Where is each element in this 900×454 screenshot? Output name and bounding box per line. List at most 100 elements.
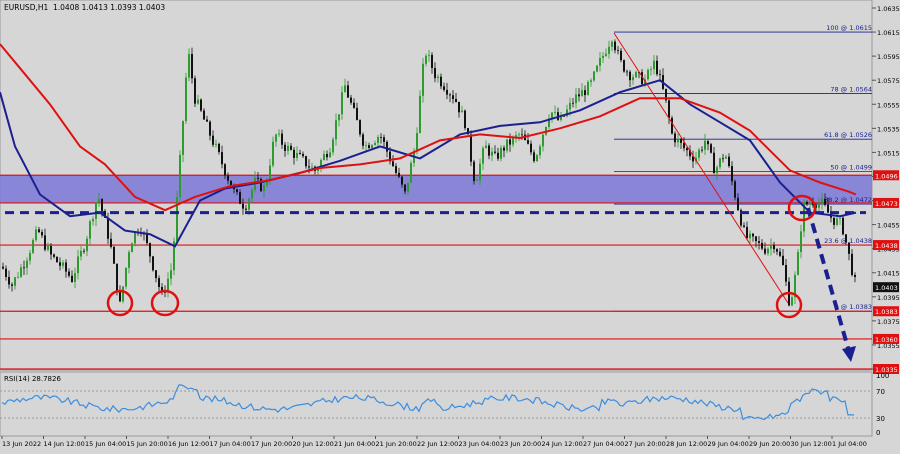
candle-body (797, 252, 799, 275)
price-tick-label: 1.0595 (877, 53, 900, 61)
time-tick-label: 14 Jun 12:00 (44, 440, 85, 448)
candle-body (278, 133, 280, 135)
candle-body (173, 241, 175, 271)
candle-body (845, 234, 847, 243)
trend-line[interactable] (613, 32, 789, 304)
candle-body (401, 176, 403, 185)
candle-body (266, 180, 268, 186)
candle-body (437, 76, 439, 79)
candle-body (761, 242, 763, 249)
candle-body (287, 145, 289, 151)
candle-body (419, 95, 421, 133)
ohlc-label: 1.0408 1.0413 1.0393 1.0403 (53, 3, 165, 12)
candle-body (377, 137, 379, 144)
resistance-zone (0, 175, 872, 203)
candle-body (731, 166, 733, 182)
candle-body (164, 291, 166, 293)
candle-body (569, 102, 571, 110)
candle-body (386, 141, 388, 152)
candle-body (77, 256, 79, 274)
candle-body (41, 232, 43, 236)
candle-body (341, 92, 343, 115)
time-tick-label: 29 Jun 04:00 (708, 440, 749, 448)
candle-body (554, 112, 556, 114)
candle-body (587, 82, 589, 96)
candle-body (476, 180, 478, 182)
candle-body (14, 277, 16, 286)
candle-body (281, 133, 283, 145)
candle-body (380, 137, 382, 138)
candle-body (833, 217, 835, 225)
candle-body (470, 134, 472, 162)
candle-body (578, 94, 580, 97)
candle-body (293, 149, 295, 158)
candle-body (374, 143, 376, 146)
candle-body (392, 161, 394, 167)
candle-body (770, 244, 772, 249)
price-tick-label: 1.0415 (877, 270, 900, 278)
candle-body (848, 242, 850, 254)
candle-body (755, 236, 757, 242)
candle-body (764, 248, 766, 254)
candle-body (344, 85, 346, 93)
candle-body (284, 144, 286, 151)
candle-body (536, 155, 538, 162)
candle-body (824, 198, 826, 205)
moving-average-red (0, 43, 857, 212)
candle-body (365, 145, 367, 146)
candle-body (443, 86, 445, 90)
candle-body (410, 162, 412, 183)
horizontal-levels[interactable] (0, 174, 872, 370)
candle-body (800, 231, 802, 253)
candle-body (176, 197, 178, 242)
time-tick-label: 23 Jun 04:00 (459, 440, 500, 448)
candle-body (521, 134, 523, 136)
candle-body (350, 97, 352, 103)
candle-body (296, 152, 298, 158)
candle-body (677, 139, 679, 143)
fib-level-label: 23.6 @ 1.0438 (824, 237, 872, 245)
candle-body (362, 134, 364, 146)
candle-body (650, 69, 652, 71)
time-tick-label: 15 Jun 04:00 (85, 440, 126, 448)
moving-average-blue (0, 79, 857, 248)
resistance-circle (787, 194, 817, 222)
candle-body (383, 137, 385, 142)
candle-body (260, 178, 262, 192)
candle-body (227, 175, 229, 181)
candle-body (767, 248, 769, 254)
candle-body (617, 50, 619, 51)
candle-body (245, 208, 247, 210)
fib-level-label: 38.2 @ 1.0472 (824, 196, 872, 204)
candle-body (50, 246, 52, 255)
price-tag-label: 1.0383 (875, 308, 898, 316)
candle-body (620, 50, 622, 61)
price-axis[interactable]: 1.0635 1.0615 1.0595 1.0575 1.0555 1.0535 1.05… (872, 5, 900, 374)
candle-body (17, 276, 19, 278)
candle-body (596, 65, 598, 72)
candle-body (467, 128, 469, 135)
candle-body (305, 156, 307, 167)
rsi-level-70: 70 (876, 388, 885, 396)
candle-body (461, 110, 463, 113)
candle-body (104, 210, 106, 218)
candle-body (713, 152, 715, 174)
candle-body (356, 107, 358, 121)
candle-body (809, 202, 811, 205)
candle-body (110, 238, 112, 247)
candle-body (257, 177, 259, 179)
candle-body (161, 286, 163, 292)
candle-body (38, 229, 40, 233)
candle-body (803, 201, 805, 232)
candle-body (581, 90, 583, 97)
price-tag-box (873, 170, 899, 181)
candle-body (458, 101, 460, 113)
candle-body (473, 161, 475, 182)
forecast-arrow-line (806, 207, 850, 349)
time-axis[interactable]: 13 Jun 2022 14 Jun 12:00 15 Jun 04:00 15 Ju… (1, 436, 867, 448)
candle-body (752, 233, 754, 237)
candle-body (113, 246, 115, 264)
candle-body (560, 115, 562, 120)
